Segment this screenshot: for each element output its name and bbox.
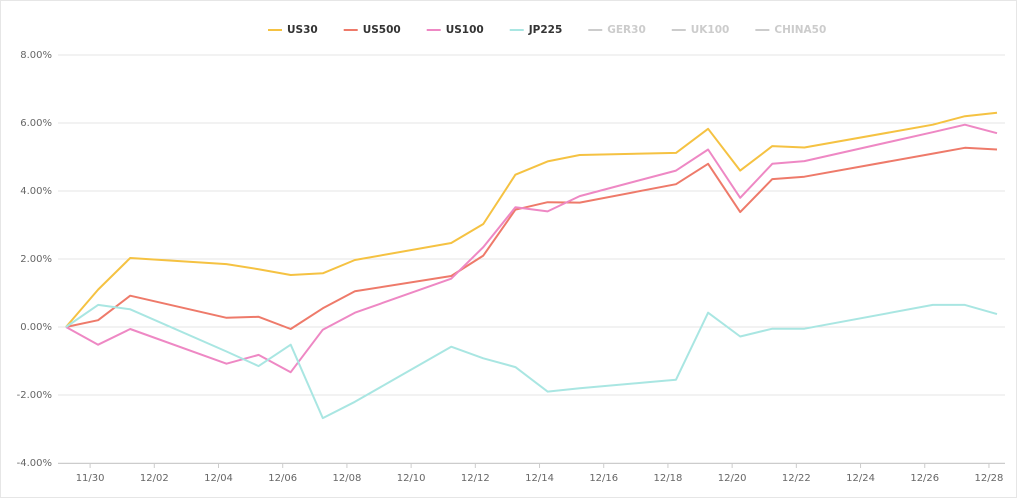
- line-series: [65, 303, 998, 420]
- y-tick-label: -2.00%: [17, 390, 52, 401]
- legend-item[interactable]: UK100: [691, 24, 730, 36]
- y-tick-label: 6.00%: [20, 118, 52, 129]
- x-tick-label: 12/24: [846, 473, 875, 484]
- x-tick-label: 12/14: [525, 473, 554, 484]
- legend-item[interactable]: GER30: [607, 24, 646, 36]
- x-tick-label: 12/12: [461, 473, 490, 484]
- x-tick-label: 12/28: [975, 473, 1004, 484]
- legend-item[interactable]: US100: [446, 24, 484, 36]
- legend-item[interactable]: CHINA50: [774, 24, 826, 36]
- y-tick-label: -4.00%: [17, 458, 52, 469]
- y-tick-label: 0.00%: [20, 322, 52, 333]
- x-tick-label: 12/10: [397, 473, 426, 484]
- y-tick-label: 2.00%: [20, 254, 52, 265]
- line-series: [65, 111, 998, 328]
- x-tick-label: 12/26: [910, 473, 939, 484]
- x-tick-label: 12/02: [140, 473, 169, 484]
- x-tick-label: 12/18: [654, 473, 683, 484]
- x-tick-label: 12/04: [204, 473, 233, 484]
- line-series: [65, 123, 998, 374]
- legend-item[interactable]: US30: [287, 24, 318, 36]
- x-tick-label: 12/16: [589, 473, 618, 484]
- x-tick-label: 12/22: [782, 473, 811, 484]
- legend-item[interactable]: JP225: [528, 24, 563, 36]
- y-tick-label: 4.00%: [20, 186, 52, 197]
- x-tick-label: 12/20: [718, 473, 747, 484]
- y-tick-label: 8.00%: [20, 50, 52, 61]
- line-series: [65, 146, 998, 330]
- x-tick-label: 12/08: [333, 473, 362, 484]
- x-tick-label: 12/06: [268, 473, 297, 484]
- x-tick-label: 11/30: [76, 473, 105, 484]
- legend-item[interactable]: US500: [363, 24, 401, 36]
